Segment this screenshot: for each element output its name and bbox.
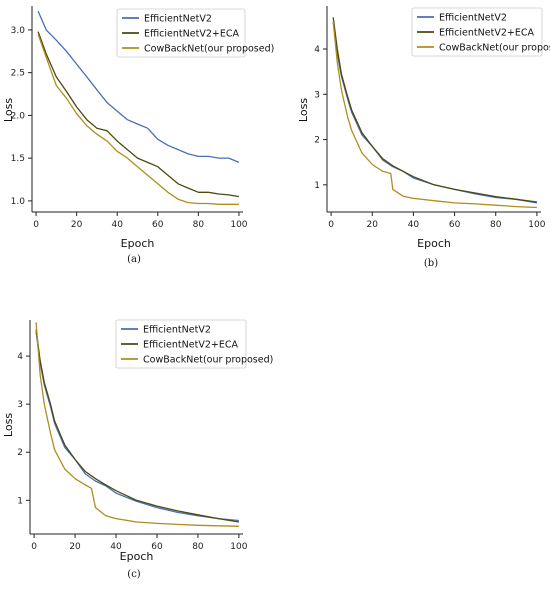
legend-entry: CowBackNet(our proposed)	[144, 44, 274, 55]
legend-entry: CowBackNet(our proposed)	[439, 43, 550, 54]
legend-entry: EfficientNetV2+ECA	[143, 340, 238, 351]
x-axis-label: Epoch	[417, 237, 451, 250]
x-tick-label: 60	[152, 220, 164, 230]
series-line	[35, 331, 239, 522]
x-tick-label: 0	[31, 542, 37, 552]
y-tick-label: 2.5	[11, 69, 25, 79]
x-tick-label: 0	[33, 220, 39, 230]
legend-entry: EfficientNetV2	[439, 13, 507, 24]
x-tick-label: 80	[193, 220, 205, 230]
legend-entry: CowBackNet(our proposed)	[143, 355, 273, 366]
panel-caption: (a)	[127, 254, 141, 265]
chart-panel: 0 20 40 60 80 1001234EpochLossEfficientNetV2E…	[2, 319, 273, 580]
legend: EfficientNetV2 EfficientNetV2+ECA CowBackN…	[411, 7, 550, 57]
series-line	[35, 322, 239, 527]
legend-box	[116, 8, 246, 58]
series-line	[37, 10, 240, 163]
x-tick-label: 20	[367, 220, 379, 230]
legend-box	[115, 319, 247, 369]
x-tick-label: 100	[230, 542, 247, 552]
y-tick-label: 3.0	[11, 26, 26, 36]
y-axis-label: Loss	[2, 413, 15, 437]
x-tick-label: 100	[528, 220, 545, 230]
y-axis-label: Loss	[297, 98, 310, 122]
y-tick-label: 3	[314, 90, 320, 100]
x-tick-label: 60	[151, 542, 163, 552]
series-line	[332, 17, 537, 203]
x-tick-label: 20	[69, 542, 81, 552]
panel-caption: (b)	[424, 258, 438, 269]
y-tick-label: 4	[17, 352, 23, 362]
panel-caption: (c)	[127, 569, 141, 580]
legend-entry: EfficientNetV2	[143, 325, 211, 336]
x-tick-label: 40	[408, 220, 420, 230]
y-tick-label: 2.0	[11, 111, 26, 121]
y-axis-label: Loss	[2, 98, 15, 122]
y-tick-label: 4	[314, 45, 320, 55]
x-tick-label: 40	[111, 220, 123, 230]
legend-box	[411, 7, 543, 57]
chart-panel: 0 20 40 60 80 100 1.0 1.5 2.0 2.5 3.0 Epoch Loss Effi…	[2, 6, 274, 265]
y-tick-label: 2	[314, 136, 320, 146]
y-tick-label: 1.0	[11, 197, 26, 207]
x-tick-label: 80	[192, 542, 204, 552]
legend-entry: EfficientNetV2+ECA	[439, 28, 534, 39]
y-tick-label: 1.5	[11, 154, 25, 164]
x-tick-label: 0	[328, 220, 334, 230]
y-tick-label: 2	[17, 448, 23, 458]
y-tick-label: 1	[17, 496, 23, 506]
y-tick-label: 1	[314, 181, 320, 191]
x-tick-label: 100	[230, 220, 247, 230]
x-axis-label: Epoch	[121, 237, 155, 250]
x-tick-label: 60	[449, 220, 461, 230]
chart-panel: 0 20 40 60 80 1001234EpochLossEfficientNetV2E…	[297, 6, 550, 269]
series-line	[37, 33, 239, 205]
series-line	[35, 329, 240, 523]
series-line	[332, 21, 537, 209]
x-axis-label: Epoch	[120, 550, 154, 563]
y-tick-label: 3	[17, 400, 23, 410]
legend-entry: EfficientNetV2+ECA	[144, 29, 239, 40]
x-tick-label: 20	[71, 220, 83, 230]
x-tick-label: 40	[110, 542, 122, 552]
legend: EfficientNetV2 EfficientNetV2+ECA CowBackN…	[115, 319, 273, 369]
series-line	[37, 31, 240, 198]
legend-entry: EfficientNetV2	[144, 14, 212, 25]
legend: EfficientNetV2 EfficientNetV2+ECA CowBackN…	[116, 8, 274, 58]
x-tick-label: 80	[490, 220, 502, 230]
